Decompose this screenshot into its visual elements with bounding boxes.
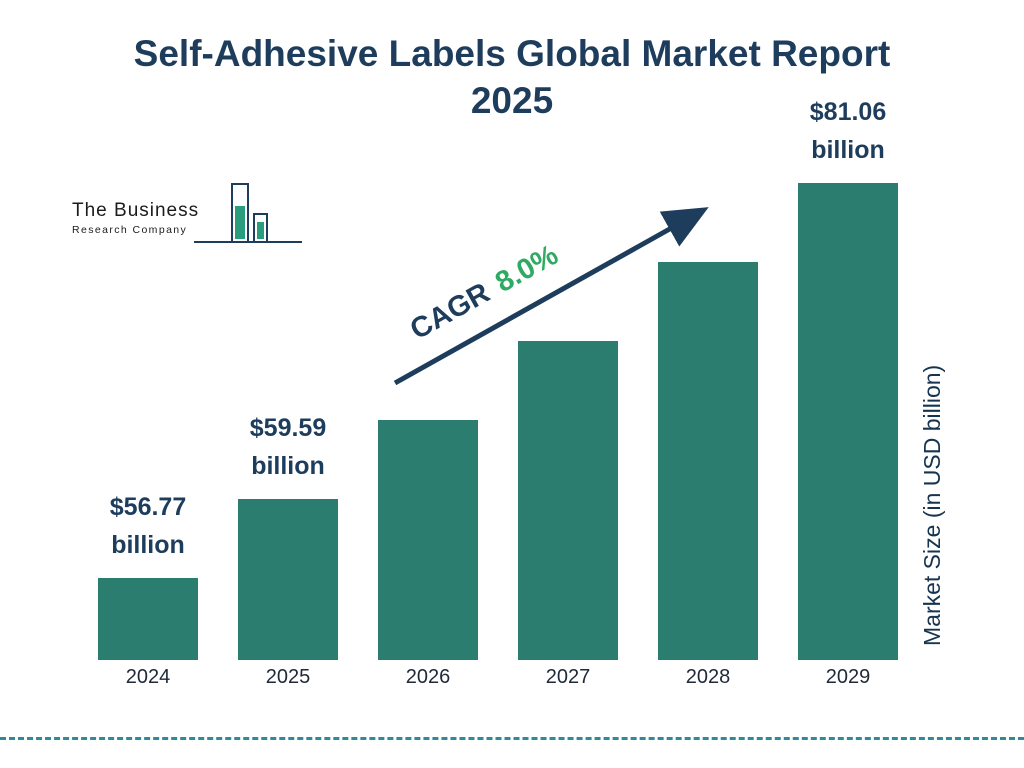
bar-chart-plot-area: $56.77 billion $59.59 billion $81.06 billion [98, 0, 898, 660]
bar-2028 [658, 262, 758, 660]
logo-bars-icon [194, 178, 302, 253]
y-axis-title: Market Size (in USD billion) [919, 364, 945, 646]
bar-2026 [378, 420, 478, 660]
bar-value-label-2025: $59.59 billion [249, 414, 327, 480]
bar-value-label-2029: $81.06 billion [809, 98, 887, 164]
bar-2025 [238, 499, 338, 660]
year-label-2025: 2025 [265, 666, 311, 688]
bar-2024 [98, 578, 198, 660]
bar-2029 [798, 183, 898, 660]
bottom-dashed-divider [0, 737, 1024, 740]
bar-2027 [518, 341, 618, 660]
company-logo-text: The Business Research Company [72, 200, 199, 236]
page-title-line1: Self-Adhesive Labels Global Market Repor… [133, 33, 891, 74]
page-title: Self-Adhesive Labels Global Market Repor… [0, 30, 1024, 125]
bar-value-label-2024: $56.77 billion [109, 493, 187, 559]
logo-subname: Research Company [72, 224, 188, 236]
growth-arrow-icon [393, 207, 709, 386]
x-axis-labels: 2024 2025 2026 2027 2028 2029 [98, 666, 898, 696]
company-logo: The Business Research Company [72, 178, 302, 250]
year-label-2029: 2029 [825, 666, 871, 688]
year-label-2027: 2027 [545, 666, 591, 688]
logo-name: The Business [72, 200, 200, 221]
year-label-2026: 2026 [405, 666, 451, 688]
year-label-2028: 2028 [685, 666, 731, 688]
page-title-line2: 2025 [470, 80, 554, 122]
year-label-2024: 2024 [125, 666, 171, 688]
